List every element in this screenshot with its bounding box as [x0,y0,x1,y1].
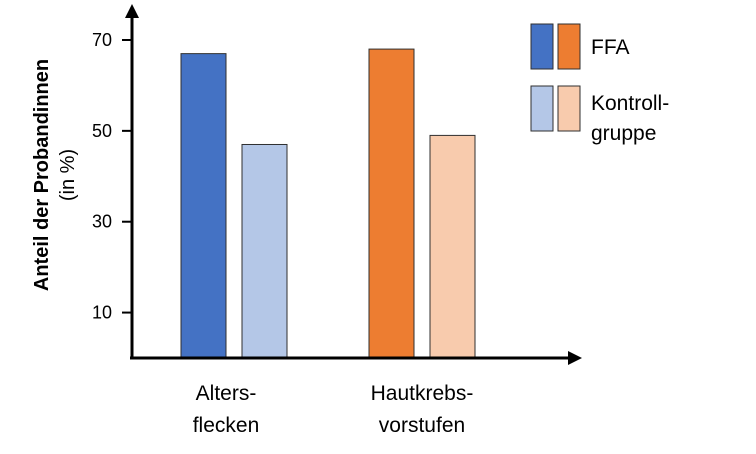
legend-label: FFA [591,36,630,59]
bar-ffa-hautkrebsvorstufen [368,48,415,359]
legend-swatch [530,85,554,132]
y-tick-label: 30 [92,212,112,232]
y-axis-label: Anteil der Probandinnen [31,59,53,291]
legend-swatch [557,85,581,132]
legend-label: gruppe [591,122,656,145]
category-label: Hautkrebs- [371,382,474,405]
axes-group [125,4,582,365]
x-axis-arrow [568,351,582,365]
legend-label: Kontroll- [591,92,669,115]
category-label: Alters- [196,382,257,405]
y-tick-label: 10 [92,303,112,323]
legend: FFA Kontroll-gruppe [530,23,669,145]
category-label: vorstufen [379,414,465,437]
legend-swatch [530,23,554,70]
y-axis-unit: (in %) [57,149,79,201]
y-ticks-group: 10 30 50 70 [92,30,132,323]
legend-swatch [557,23,581,70]
bar-kontrollgruppe-hautkrebsvorstufen [429,134,476,359]
bar-ffa-altersflecken [180,53,227,359]
y-tick-label: 70 [92,30,112,50]
bars-group [180,48,476,359]
category-labels-group: Alters-flecken Hautkrebs-vorstufen [193,382,474,437]
bar-kontrollgruppe-altersflecken [241,143,288,359]
y-axis-arrow [125,4,139,18]
y-axis-title: Anteil der Probandinnen (in %) [31,59,79,291]
y-tick-label: 50 [92,121,112,141]
category-label: flecken [193,414,260,437]
